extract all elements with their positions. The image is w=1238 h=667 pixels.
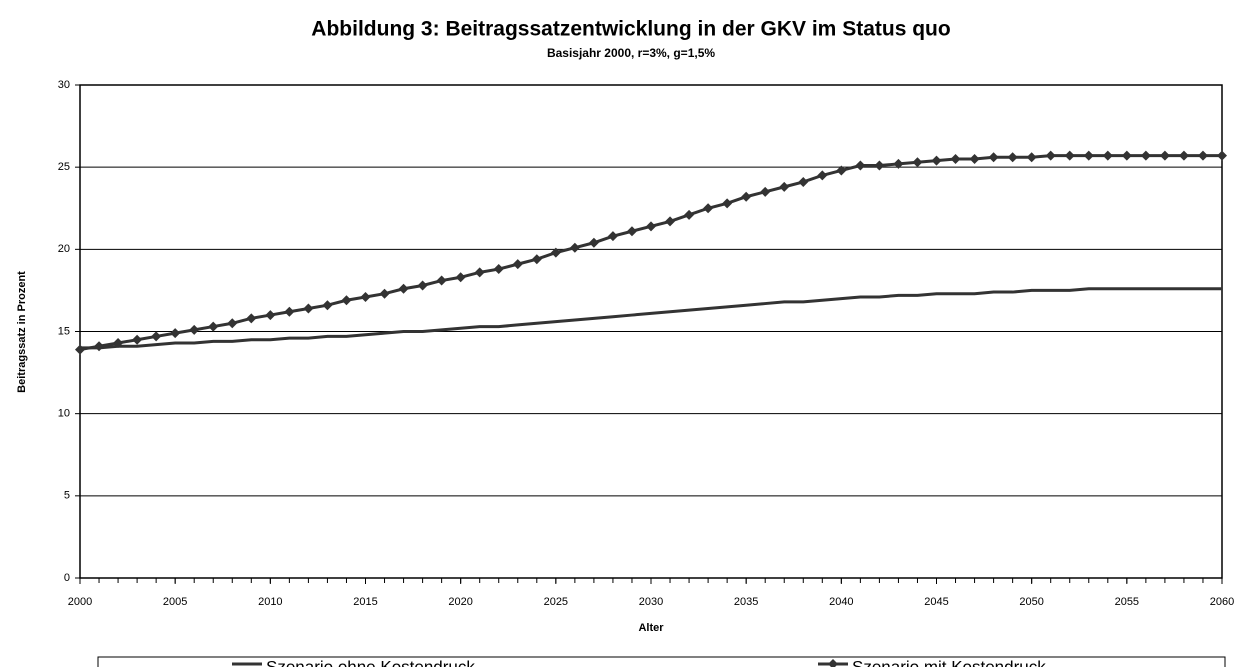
- series-marker: [132, 334, 143, 345]
- series-marker: [1007, 152, 1018, 163]
- series-marker: [1178, 150, 1189, 161]
- series-marker: [208, 321, 219, 332]
- plot-frame: [79, 84, 1223, 579]
- legend-marker: [828, 659, 838, 667]
- x-tick-label: 2050: [1019, 596, 1043, 608]
- series-marker: [474, 267, 485, 278]
- series-marker: [760, 186, 771, 197]
- series-marker: [360, 291, 371, 302]
- series-marker: [607, 231, 618, 242]
- series-marker: [303, 303, 314, 314]
- series-marker: [779, 181, 790, 192]
- chart-title: Abbildung 3: Beitragssatzentwicklung in …: [311, 18, 950, 41]
- chart-subtitle: Basisjahr 2000, r=3%, g=1,5%: [547, 46, 715, 60]
- series-marker: [855, 160, 866, 171]
- y-tick-label: 30: [58, 79, 70, 91]
- x-tick-label: 2055: [1115, 596, 1139, 608]
- series-marker: [227, 318, 238, 329]
- x-tick-label: 2040: [829, 596, 853, 608]
- series-marker: [550, 247, 561, 258]
- series-marker: [265, 310, 276, 321]
- series-marker: [1140, 150, 1151, 161]
- x-axis-label: Alter: [638, 622, 664, 634]
- series-marker: [512, 259, 523, 270]
- series-marker: [684, 209, 695, 220]
- series-marker: [113, 338, 124, 349]
- series-marker: [874, 160, 885, 171]
- series-marker: [1064, 150, 1075, 161]
- x-tick-label: 2000: [68, 596, 92, 608]
- x-tick-label: 2015: [353, 596, 377, 608]
- x-tick-label: 2030: [639, 596, 663, 608]
- series-marker: [436, 275, 447, 286]
- series-marker: [950, 153, 961, 164]
- legend-label: Szenario ohne Kostendruck: [266, 657, 475, 667]
- y-tick-label: 20: [58, 243, 70, 255]
- x-tick-label: 2025: [544, 596, 568, 608]
- series-marker: [455, 272, 466, 283]
- series-marker: [1045, 150, 1056, 161]
- series-marker: [1159, 150, 1170, 161]
- series-marker: [626, 226, 637, 237]
- series-marker: [189, 324, 200, 335]
- y-tick-label: 0: [64, 572, 70, 584]
- series-marker: [246, 313, 257, 324]
- series-marker: [588, 237, 599, 248]
- series-marker: [284, 306, 295, 317]
- series-marker: [569, 242, 580, 253]
- x-tick-label: 2010: [258, 596, 282, 608]
- series-marker: [94, 341, 105, 352]
- series-marker: [741, 191, 752, 202]
- series-marker: [931, 155, 942, 166]
- series-marker: [893, 158, 904, 169]
- series-marker: [341, 295, 352, 306]
- series-marker: [322, 300, 333, 311]
- series-marker: [398, 283, 409, 294]
- series-marker: [379, 288, 390, 299]
- series-marker: [1102, 150, 1113, 161]
- series-marker: [1197, 150, 1208, 161]
- x-tick-label: 2020: [448, 596, 472, 608]
- series-marker: [75, 344, 85, 355]
- x-tick-label: 2005: [163, 596, 187, 608]
- y-tick-label: 15: [58, 325, 70, 337]
- series-marker: [912, 157, 923, 168]
- series-marker: [1083, 150, 1094, 161]
- series-marker: [703, 203, 714, 214]
- series-marker: [1217, 150, 1227, 161]
- y-tick-label: 10: [58, 408, 70, 420]
- x-tick-label: 2045: [924, 596, 948, 608]
- series-marker: [1121, 150, 1132, 161]
- series-marker: [531, 254, 542, 265]
- series-marker: [722, 198, 733, 209]
- series-marker: [969, 153, 980, 164]
- legend-label: Szenario mit Kostendruck: [852, 657, 1046, 667]
- series-line: [80, 287, 1222, 350]
- y-tick-label: 5: [64, 490, 70, 502]
- series-marker: [665, 216, 676, 227]
- series-marker: [170, 328, 181, 339]
- series-marker: [988, 152, 999, 163]
- y-axis-label: Beitragssatz in Prozent: [16, 271, 28, 393]
- series-marker: [151, 331, 162, 342]
- x-tick-label: 2035: [734, 596, 758, 608]
- y-tick-label: 25: [58, 161, 70, 173]
- legend-box: [97, 656, 1226, 667]
- series-marker: [493, 264, 504, 275]
- series-marker: [646, 221, 656, 232]
- series-marker: [1026, 152, 1037, 163]
- series-marker: [417, 280, 428, 291]
- series-marker: [798, 176, 809, 187]
- x-tick-label: 2060: [1210, 596, 1234, 608]
- series-marker: [817, 170, 828, 181]
- series-marker: [836, 165, 847, 176]
